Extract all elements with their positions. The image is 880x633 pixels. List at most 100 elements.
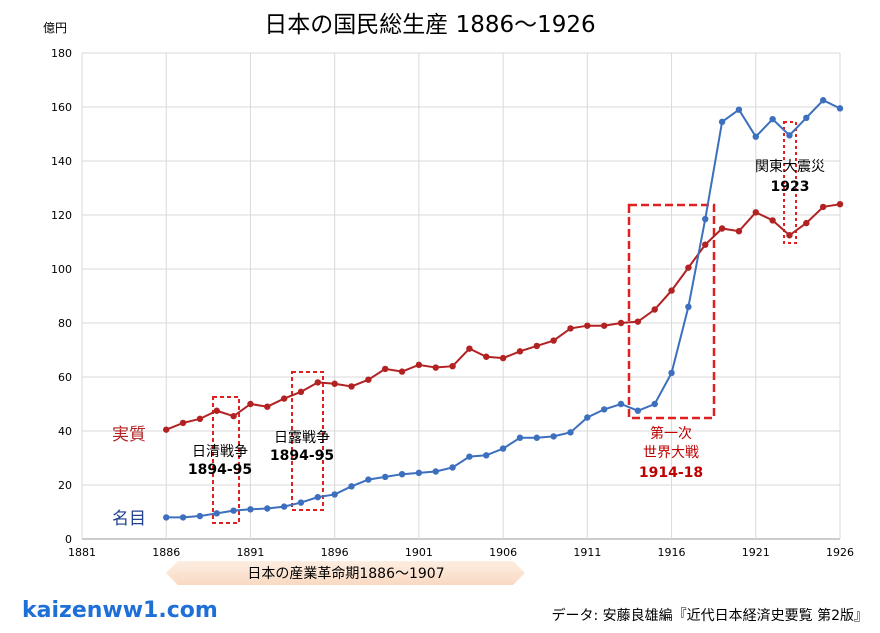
y-tick-0: 0 bbox=[65, 533, 72, 546]
y-tick-40: 40 bbox=[58, 425, 72, 438]
series-1-point bbox=[803, 114, 810, 122]
series-1-point bbox=[449, 464, 456, 471]
series-1-point bbox=[415, 469, 423, 477]
series-1-point bbox=[617, 400, 625, 408]
x-tick-1886: 1886 bbox=[152, 546, 180, 559]
y-tick-100: 100 bbox=[51, 263, 72, 276]
series-1-point bbox=[297, 499, 305, 506]
series-0-point bbox=[668, 287, 675, 294]
series-1-point bbox=[634, 407, 642, 414]
series-1-point bbox=[499, 445, 507, 452]
series-0-point bbox=[550, 337, 557, 344]
series-0-point bbox=[499, 354, 507, 362]
series-0-point bbox=[786, 232, 793, 239]
series-0-point bbox=[584, 322, 591, 329]
series-0-point bbox=[196, 415, 204, 423]
series-0-point bbox=[752, 209, 759, 216]
series-1-point bbox=[836, 105, 844, 112]
series-0-point bbox=[398, 368, 406, 375]
series-0-point bbox=[432, 364, 439, 371]
series-0-point bbox=[567, 325, 574, 332]
y-tick-20: 20 bbox=[58, 479, 72, 492]
russo-japanese-war-label: 日露戦争 bbox=[274, 430, 330, 446]
russo-japanese-war-years: 1894-95 bbox=[270, 448, 334, 464]
series-1-point bbox=[331, 491, 338, 498]
series-0 bbox=[163, 201, 844, 433]
series-1-point bbox=[769, 115, 776, 123]
series-0-point bbox=[634, 318, 642, 325]
series-1-point bbox=[230, 507, 237, 514]
x-tick-1881: 1881 bbox=[68, 546, 96, 559]
x-tick-1921: 1921 bbox=[742, 546, 770, 559]
series-label-nominal: 名目 bbox=[112, 509, 146, 529]
series-1-point bbox=[213, 510, 220, 517]
series-1-point bbox=[314, 493, 322, 501]
chart-title: 日本の国民総生産 1886～1926 bbox=[264, 12, 595, 38]
earthquake-label: 関東大震災 bbox=[755, 159, 825, 175]
series-group bbox=[163, 97, 844, 521]
series-0-point bbox=[365, 376, 372, 383]
y-tick-160: 160 bbox=[51, 101, 72, 114]
ww1-label-1: 第一次 bbox=[650, 425, 692, 442]
y-tick-120: 120 bbox=[51, 209, 72, 222]
series-1-point bbox=[280, 503, 288, 510]
series-0-point bbox=[382, 365, 389, 373]
series-0-point bbox=[331, 380, 338, 387]
series-1-point bbox=[398, 471, 406, 478]
series-1-point bbox=[550, 433, 557, 440]
series-1-point bbox=[466, 453, 473, 460]
y-tick-140: 140 bbox=[51, 155, 72, 168]
series-0-point bbox=[533, 342, 540, 350]
site-name: kaizenww1.com bbox=[22, 598, 218, 623]
series-0-point bbox=[769, 217, 776, 224]
y-tick-180: 180 bbox=[51, 47, 72, 60]
y-tick-80: 80 bbox=[58, 317, 72, 330]
y-axis-unit: 億円 bbox=[43, 21, 67, 35]
series-0-point bbox=[415, 361, 423, 369]
series-0-point bbox=[297, 388, 305, 396]
series-0-point bbox=[651, 306, 658, 313]
series-1-point bbox=[567, 429, 574, 436]
series-0-point bbox=[516, 348, 524, 355]
x-tick-1896: 1896 bbox=[321, 546, 349, 559]
series-0-point bbox=[280, 395, 288, 402]
ww1-box bbox=[627, 203, 716, 420]
series-1-point bbox=[196, 512, 204, 520]
series-0-point bbox=[466, 345, 473, 352]
series-0-point bbox=[264, 403, 271, 410]
series-0-point bbox=[617, 319, 625, 327]
series-1-point bbox=[786, 132, 793, 139]
series-label-real: 実質 bbox=[112, 425, 146, 445]
industrial-revolution-label: 日本の産業革命期1886～1907 bbox=[247, 565, 444, 582]
sino-japanese-war-years: 1894-95 bbox=[188, 462, 252, 478]
series-0-point bbox=[836, 201, 844, 208]
series-1-point bbox=[247, 506, 254, 513]
series-0-point bbox=[348, 383, 355, 390]
earthquake-box bbox=[783, 121, 797, 244]
series-0-point bbox=[449, 363, 456, 370]
series-1-point bbox=[584, 414, 591, 421]
series-1 bbox=[163, 97, 844, 521]
series-1-point bbox=[718, 118, 726, 126]
x-tick-1901: 1901 bbox=[405, 546, 433, 559]
x-tick-1906: 1906 bbox=[489, 546, 517, 559]
series-1-point bbox=[533, 434, 540, 441]
y-tick-labels: 0 20 40 60 80 100 120 140 160 180 bbox=[51, 47, 72, 546]
industrial-revolution-banner: 日本の産業革命期1886～1907 bbox=[166, 561, 525, 585]
x-tick-1911: 1911 bbox=[573, 546, 601, 559]
x-tick-labels: 1881 1886 1891 1896 1901 1906 1911 1916 1921 1926 bbox=[68, 546, 854, 559]
series-0-point bbox=[179, 419, 187, 427]
sino-japanese-war-box bbox=[212, 396, 240, 524]
series-0-point bbox=[230, 412, 237, 420]
series-0-point bbox=[314, 379, 322, 386]
series-0-point bbox=[247, 400, 254, 408]
event-boxes bbox=[212, 121, 797, 524]
series-1-point bbox=[348, 483, 355, 490]
series-1-point bbox=[179, 514, 187, 521]
series-0-point bbox=[213, 407, 220, 414]
series-0-point bbox=[803, 219, 810, 227]
series-0-point bbox=[600, 322, 608, 329]
series-0-point bbox=[718, 225, 726, 232]
earthquake-year: 1923 bbox=[771, 179, 810, 195]
series-1-point bbox=[702, 215, 709, 223]
